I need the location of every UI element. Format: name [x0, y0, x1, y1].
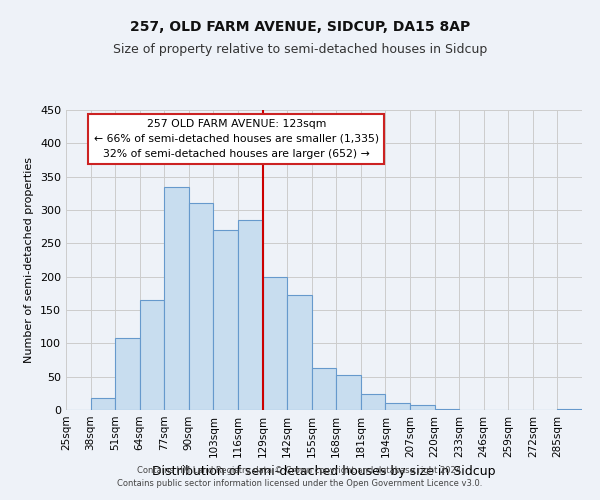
Bar	[410, 406, 434, 410]
Y-axis label: Number of semi-detached properties: Number of semi-detached properties	[25, 157, 34, 363]
Text: Size of property relative to semi-detached houses in Sidcup: Size of property relative to semi-detach…	[113, 42, 487, 56]
Bar	[361, 394, 385, 410]
Bar	[140, 300, 164, 410]
Bar	[557, 408, 582, 410]
Bar	[214, 230, 238, 410]
Bar	[91, 398, 115, 410]
Bar	[287, 294, 312, 410]
Bar	[115, 338, 140, 410]
X-axis label: Distribution of semi-detached houses by size in Sidcup: Distribution of semi-detached houses by …	[152, 466, 496, 478]
Bar	[164, 186, 189, 410]
Bar	[312, 368, 336, 410]
Bar	[434, 408, 459, 410]
Bar	[263, 276, 287, 410]
Bar	[385, 404, 410, 410]
Text: Contains HM Land Registry data © Crown copyright and database right 2024.
Contai: Contains HM Land Registry data © Crown c…	[118, 466, 482, 487]
Bar	[238, 220, 263, 410]
Text: 257 OLD FARM AVENUE: 123sqm
← 66% of semi-detached houses are smaller (1,335)
32: 257 OLD FARM AVENUE: 123sqm ← 66% of sem…	[94, 119, 379, 158]
Bar	[189, 204, 214, 410]
Bar	[336, 374, 361, 410]
Text: 257, OLD FARM AVENUE, SIDCUP, DA15 8AP: 257, OLD FARM AVENUE, SIDCUP, DA15 8AP	[130, 20, 470, 34]
